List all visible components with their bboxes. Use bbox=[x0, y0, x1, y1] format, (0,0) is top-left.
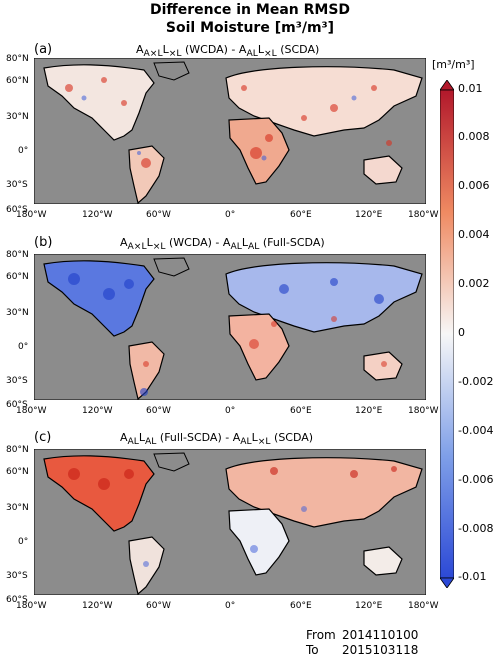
panel-c-map bbox=[34, 449, 426, 595]
panel-b-lon-60e: 60°E bbox=[290, 406, 312, 416]
panel-a-lon-60w: 60°W bbox=[146, 210, 171, 220]
colorbar-unit-label: [m³/m³] bbox=[432, 58, 475, 71]
panel-c-lon-180e: 180°W bbox=[408, 601, 439, 611]
panel-a-lon-60e: 60°E bbox=[290, 210, 312, 220]
panel-c-label: (c) bbox=[34, 430, 52, 445]
colorbar-tick-0.008: 0.008 bbox=[458, 130, 490, 143]
panel-a-lat-80n: 80°N bbox=[6, 54, 29, 64]
colorbar-tick-neg0.006: -0.006 bbox=[458, 473, 494, 486]
panel-c-lon-120w: 120°W bbox=[82, 601, 113, 611]
colorbar-tick-neg0.004: -0.004 bbox=[458, 424, 494, 437]
panel-a-lon-180e: 180°W bbox=[408, 210, 439, 220]
colorbar-tick-0.004: 0.004 bbox=[458, 228, 490, 241]
panel-b-lon-120w: 120°W bbox=[82, 406, 113, 416]
footer-from-value: 2014110100 bbox=[342, 628, 419, 642]
panel-a-lat-60n: 60°N bbox=[6, 76, 29, 86]
panel-b-lon-180w: 180°W bbox=[16, 406, 47, 416]
colorbar-tick-neg0.01: -0.01 bbox=[458, 570, 487, 583]
panel-a-map bbox=[34, 58, 426, 204]
panel-b-lat-30s: 30°S bbox=[6, 376, 28, 386]
panel-c-lon-60e: 60°E bbox=[290, 601, 312, 611]
panel-b-map bbox=[34, 254, 426, 400]
footer-to-value: 2015103118 bbox=[342, 643, 419, 657]
panel-c-lat-80n: 80°N bbox=[6, 445, 29, 455]
panel-a-lon-120w: 120°W bbox=[82, 210, 113, 220]
panel-c-title: AALLAL (Full-SCDA) - AALL×L (SCDA) bbox=[120, 431, 314, 448]
colorbar-tick-0: 0 bbox=[458, 326, 465, 339]
panel-b-lat-60n: 60°N bbox=[6, 272, 29, 282]
panel-b-lon-120e: 120°E bbox=[355, 406, 383, 416]
panel-a-label: (a) bbox=[34, 42, 53, 57]
panel-c-lon-0: 0° bbox=[225, 601, 236, 611]
panel-c-lon-180w: 180°W bbox=[16, 601, 47, 611]
footer-to-label: To bbox=[306, 643, 319, 657]
figure-title-line2: Soil Moisture [m³/m³] bbox=[165, 20, 335, 36]
panel-c-lat-30n: 30°N bbox=[6, 503, 29, 513]
panel-b-lat-0: 0° bbox=[18, 342, 29, 352]
colorbar-tick-0.002: 0.002 bbox=[458, 277, 490, 290]
panel-c-lat-30s: 30°S bbox=[6, 571, 28, 581]
panel-c-lon-120e: 120°E bbox=[355, 601, 383, 611]
panel-a-lat-30s: 30°S bbox=[6, 180, 28, 190]
panel-a-lon-0: 0° bbox=[225, 210, 236, 220]
panel-a-lat-60s: 60°S bbox=[6, 205, 28, 215]
panel-b-label: (b) bbox=[34, 235, 53, 250]
panel-b-lon-0: 0° bbox=[225, 406, 236, 416]
panel-c-lon-60w: 60°W bbox=[146, 601, 171, 611]
panel-a-lat-30n: 30°N bbox=[6, 112, 29, 122]
colorbar-tick-neg0.008: -0.008 bbox=[458, 522, 494, 535]
panel-b-lat-30n: 30°N bbox=[6, 308, 29, 318]
figure-title-line1: Difference in Mean RMSD bbox=[149, 2, 351, 18]
footer-from-label: From bbox=[306, 628, 336, 642]
panel-a-title: AA×LL×L (WCDA) - AALL×L (SCDA) bbox=[136, 43, 320, 60]
panel-b-title: AA×LL×L (WCDA) - AALLAL (Full-SCDA) bbox=[120, 236, 325, 253]
colorbar-tick-0.01: 0.01 bbox=[458, 82, 483, 95]
panel-b-lat-60s: 60°S bbox=[6, 400, 28, 410]
panel-a-lat-0: 0° bbox=[18, 146, 29, 156]
panel-a-lon-120e: 120°E bbox=[355, 210, 383, 220]
panel-b-lon-60w: 60°W bbox=[146, 406, 171, 416]
colorbar bbox=[440, 80, 454, 588]
panel-c-lat-0: 0° bbox=[18, 537, 29, 547]
panel-c-lat-60n: 60°N bbox=[6, 467, 29, 477]
colorbar-tick-neg0.002: -0.002 bbox=[458, 375, 494, 388]
panel-c-lat-60s: 60°S bbox=[6, 595, 28, 605]
panel-a-lon-180w: 180°W bbox=[16, 210, 47, 220]
panel-b-lon-180e: 180°W bbox=[408, 406, 439, 416]
panel-b-lat-80n: 80°N bbox=[6, 250, 29, 260]
colorbar-tick-0.006: 0.006 bbox=[458, 179, 490, 192]
